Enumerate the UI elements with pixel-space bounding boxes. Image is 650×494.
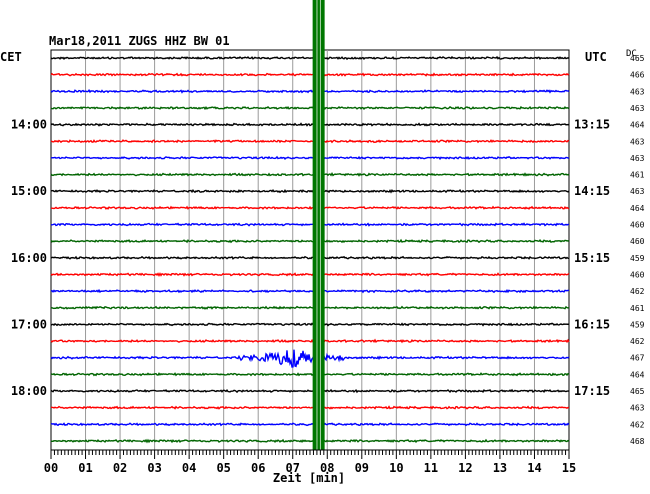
dc-offset-label: 459	[630, 254, 645, 263]
dc-offset-label: 462	[630, 287, 645, 296]
dc-offset-label: 464	[630, 204, 645, 213]
dc-offset-label: 460	[630, 221, 645, 230]
trace-line	[50, 139, 570, 144]
trace-line	[50, 338, 570, 344]
left-time-label: 18:00	[11, 384, 47, 398]
right-time-label: 16:15	[574, 317, 610, 331]
dc-offset-label: 465	[630, 387, 645, 396]
trace-line	[50, 349, 570, 368]
right-timezone-label: UTC	[585, 50, 607, 64]
trace-line	[50, 188, 570, 194]
trace-group	[50, 55, 570, 444]
right-time-labels: 13:15 14:15 15:15 16:15 17:15	[574, 118, 610, 398]
trace-line	[50, 172, 570, 177]
dc-offset-label: 460	[630, 270, 645, 279]
dc-offset-label: 461	[630, 171, 645, 180]
dc-offset-label: 463	[630, 87, 645, 96]
x-tick-label: 15	[562, 461, 576, 475]
right-time-label: 13:15	[574, 118, 610, 132]
marker-core	[317, 0, 320, 450]
dc-offset-label: 468	[630, 437, 645, 446]
trace-line	[50, 405, 570, 410]
trace-line	[50, 238, 570, 244]
dc-offset-label: 463	[630, 404, 645, 413]
left-timezone-label: CET	[0, 50, 22, 64]
left-time-labels: 14:00 15:00 16:00 17:00 18:00	[11, 118, 47, 398]
trace-line	[50, 255, 570, 260]
x-tick-label: 06	[251, 461, 265, 475]
dc-offset-label: 460	[630, 237, 645, 246]
x-axis: 00 01 02 03 04 05 06 07 08 09 10 11 12 13 14 15	[44, 449, 576, 475]
trace-line	[50, 55, 570, 61]
trace-line	[50, 288, 570, 294]
trace-line	[50, 388, 570, 394]
x-tick-label: 09	[355, 461, 369, 475]
x-tick-label: 08	[320, 461, 334, 475]
right-time-label: 14:15	[574, 184, 610, 198]
trace-line	[50, 222, 570, 227]
x-tick-label: 10	[389, 461, 403, 475]
dc-offset-label: 463	[630, 187, 645, 196]
x-tick-label: 05	[216, 461, 230, 475]
x-tick-label: 14	[527, 461, 541, 475]
left-time-label: 17:00	[11, 317, 47, 331]
dc-offset-label: 461	[630, 304, 645, 313]
marker-line	[312, 0, 325, 450]
trace-line	[50, 122, 570, 127]
trace-line	[50, 322, 570, 327]
trace-line	[50, 305, 570, 310]
time-grid	[50, 49, 570, 451]
right-time-label: 15:15	[574, 251, 610, 265]
x-tick-label: 01	[78, 461, 92, 475]
x-tick-label: 07	[286, 461, 300, 475]
dc-offset-label: 462	[630, 420, 645, 429]
trace-line	[50, 89, 570, 94]
dc-offset-label: 463	[630, 104, 645, 113]
trace-line	[50, 438, 570, 444]
left-time-label: 15:00	[11, 184, 47, 198]
x-axis-label: Zeit [min]	[273, 471, 345, 485]
dc-offset-label: 464	[630, 370, 645, 379]
dc-offset-label: 463	[630, 154, 645, 163]
trace-line	[50, 72, 570, 77]
dc-offset-labels: 465 466 463 463 464 463 463 461 463 464 460 460 459 4…	[630, 54, 645, 446]
x-tick-label: 12	[458, 461, 472, 475]
dc-offset-label: 464	[630, 121, 645, 130]
trace-line	[50, 422, 570, 427]
right-time-label: 17:15	[574, 384, 610, 398]
trace-line	[50, 155, 570, 161]
dc-header-label: DC	[626, 49, 637, 59]
dc-offset-label: 459	[630, 320, 645, 329]
trace-line	[50, 105, 570, 111]
dc-offset-label: 462	[630, 337, 645, 346]
trace-line	[50, 272, 570, 278]
trace-line	[51, 205, 570, 210]
x-tick-label: 03	[147, 461, 161, 475]
x-tick-label: 04	[182, 461, 196, 475]
x-tick-label: 11	[424, 461, 438, 475]
x-tick-label: 13	[493, 461, 507, 475]
dc-offset-label: 467	[630, 354, 645, 363]
x-tick-label: 00	[44, 461, 58, 475]
dc-offset-label: 463	[630, 137, 645, 146]
x-tick-label: 02	[113, 461, 127, 475]
trace-line	[50, 372, 570, 377]
chart-title: Mar18,2011 ZUGS HHZ BW 01	[49, 34, 230, 48]
left-time-label: 16:00	[11, 251, 47, 265]
dc-offset-label: 465	[630, 54, 645, 63]
dc-offset-label: 466	[630, 71, 645, 80]
plot-frame	[50, 49, 570, 451]
left-time-label: 14:00	[11, 118, 47, 132]
